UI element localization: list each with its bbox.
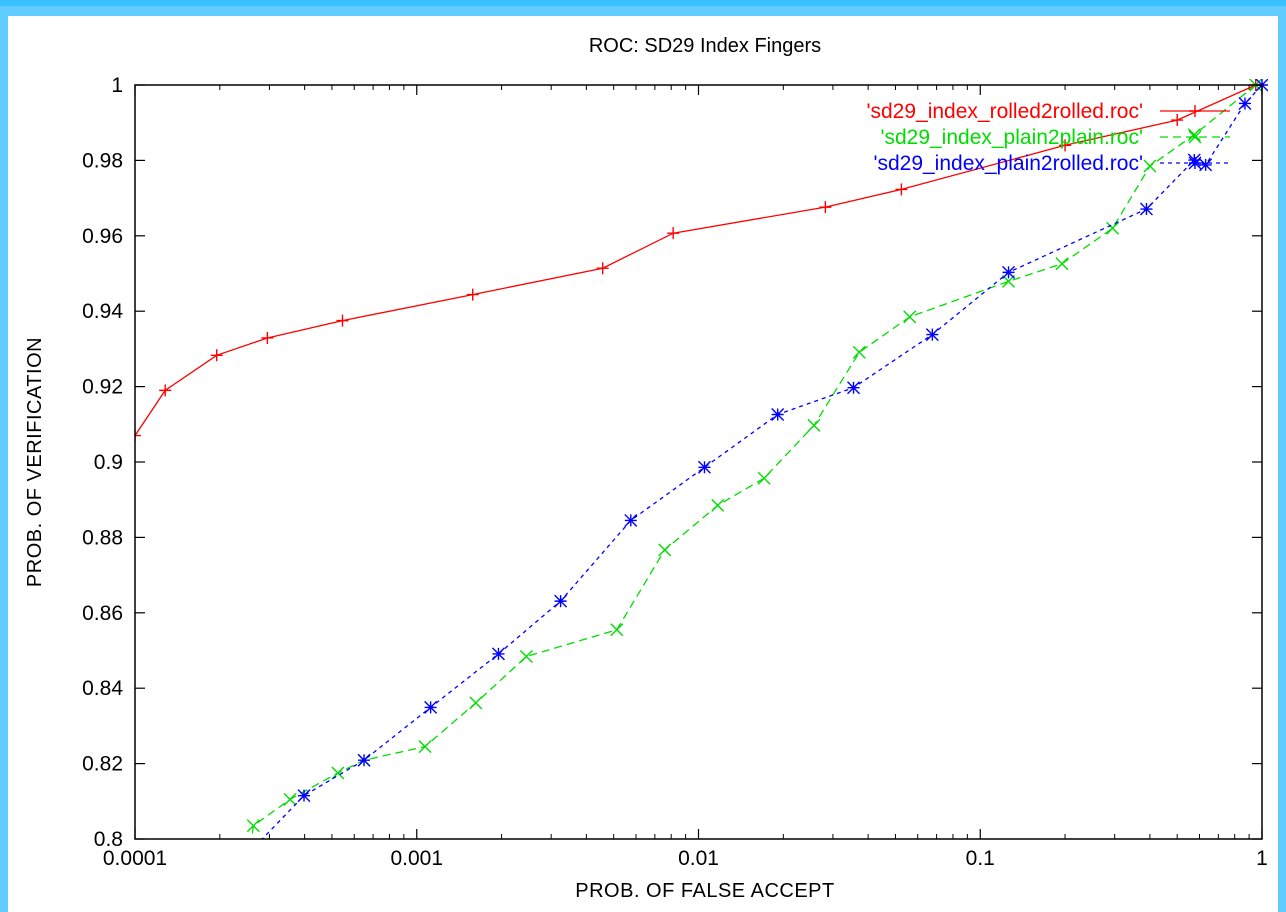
data-point	[903, 310, 917, 324]
data-point	[925, 328, 939, 342]
x-tick-label: 0.1	[966, 847, 995, 870]
data-point	[357, 753, 371, 767]
data-point	[596, 262, 609, 275]
data-point	[283, 792, 297, 806]
y-tick-label: 0.96	[82, 225, 123, 248]
axis-ticks: 0.8 0.82 0.84 0.86 0.88 0.9 0.92 0.94 0.96 0.98 1 0…	[82, 74, 1268, 870]
x-tick-label: 0.001	[390, 847, 443, 870]
data-point	[469, 696, 483, 710]
data-point	[554, 594, 568, 608]
chart-title: ROC: SD29 Index Fingers	[589, 35, 821, 57]
data-point	[336, 314, 349, 327]
data-point	[491, 647, 505, 661]
data-point	[519, 650, 533, 664]
chart-panel	[8, 16, 1278, 912]
data-point	[895, 183, 908, 196]
data-point	[466, 288, 479, 301]
series-line	[261, 84, 1263, 839]
series	[245, 79, 1263, 853]
data-point	[245, 841, 257, 853]
x-tick-label: 0.0001	[103, 847, 167, 870]
data-point	[807, 418, 821, 432]
legend-label: 'sd29_index_plain2rolled.roc'	[873, 152, 1143, 175]
data-point	[697, 460, 711, 474]
data-point	[847, 381, 861, 395]
y-tick-label: 0.82	[82, 753, 123, 776]
data-point	[1189, 105, 1201, 117]
data-point	[1002, 265, 1016, 279]
data-point	[1002, 274, 1016, 288]
data-point	[757, 471, 771, 485]
data-point	[711, 498, 725, 512]
y-axis-label: PROB. OF VERIFICATION	[24, 337, 46, 587]
data-point	[297, 789, 311, 803]
data-point	[424, 700, 438, 714]
data-point	[246, 819, 260, 833]
data-point	[418, 740, 432, 754]
legend: 'sd29_index_rolled2rolled.roc' 'sd29_inde…	[866, 100, 1230, 175]
y-tick-label: 0.92	[82, 376, 123, 399]
y-tick-label: 0.86	[82, 602, 123, 625]
data-point	[261, 331, 274, 344]
plot-border	[134, 84, 1263, 840]
y-tick-label: 0.88	[82, 526, 123, 549]
data-point	[658, 543, 672, 557]
data-point	[1055, 257, 1069, 271]
data-point	[610, 623, 624, 637]
data-point	[1139, 202, 1153, 216]
x-tick-label: 1	[1256, 847, 1268, 870]
data-point	[771, 408, 785, 421]
x-axis-label: PROB. OF FALSE ACCEPT	[575, 880, 834, 902]
data-point	[135, 429, 141, 442]
data-point	[1106, 221, 1120, 235]
y-tick-label: 0.94	[82, 300, 123, 323]
data-point	[1188, 156, 1202, 170]
y-tick-label: 0.98	[82, 149, 123, 172]
y-tick-label: 0.84	[82, 677, 123, 700]
data-point	[1171, 114, 1184, 127]
y-tick-label: 1	[111, 74, 123, 97]
series-line	[251, 84, 1257, 839]
series	[135, 79, 1262, 442]
data-point	[159, 384, 172, 397]
data-point	[1143, 159, 1157, 173]
x-tick-label: 0.01	[678, 847, 719, 870]
data-point	[1059, 139, 1072, 152]
data-point	[331, 766, 345, 780]
data-point	[210, 349, 223, 362]
data-point	[852, 345, 866, 359]
data-point	[1238, 96, 1252, 110]
legend-label: 'sd29_index_rolled2rolled.roc'	[866, 100, 1143, 123]
data-point	[1188, 130, 1202, 144]
y-tick-label: 0.9	[94, 451, 123, 474]
y-tick-label: 0.8	[94, 828, 123, 851]
data-point	[1187, 153, 1201, 167]
data-point	[667, 227, 680, 240]
data-point	[624, 513, 638, 527]
data-point	[819, 201, 832, 214]
series	[244, 79, 1268, 858]
series-layer	[135, 79, 1268, 858]
data-point	[1187, 128, 1201, 142]
data-point	[244, 846, 256, 858]
data-point	[1199, 158, 1213, 172]
legend-label: 'sd29_index_plain2plain.roc'	[880, 126, 1143, 149]
